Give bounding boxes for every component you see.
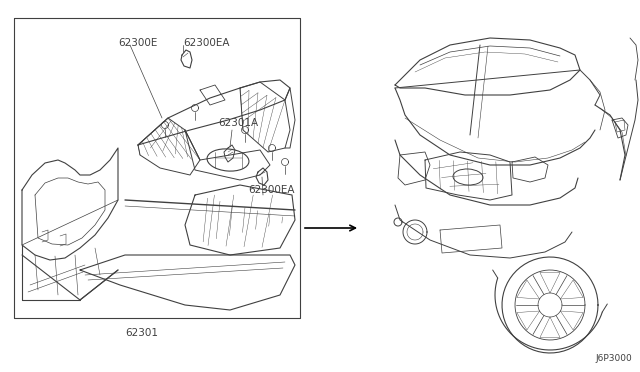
Text: 62300EA: 62300EA [183,38,230,48]
Text: 62301A: 62301A [218,118,258,128]
Text: J6P3000: J6P3000 [595,354,632,363]
Text: 62300E: 62300E [118,38,157,48]
Text: 62301: 62301 [125,328,158,338]
Text: 62300EA: 62300EA [248,185,294,195]
